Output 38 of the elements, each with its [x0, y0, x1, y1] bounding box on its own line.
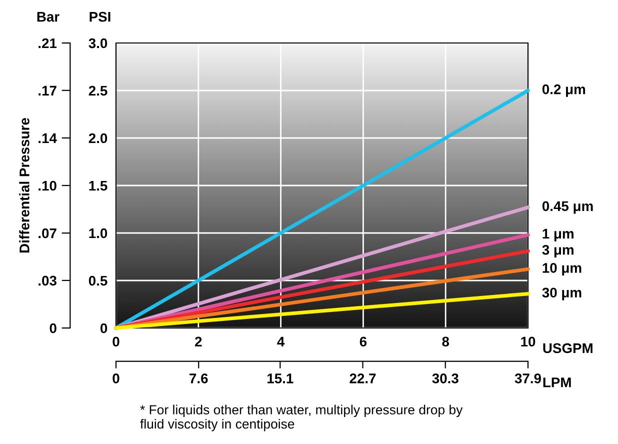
y2-tick-label: .17: [38, 86, 56, 96]
series-label: 1 μm: [542, 228, 574, 242]
text: Bar: [37, 12, 60, 22]
x2-tick-label: 7.6: [190, 374, 208, 384]
x2-tick-label: 30.3: [432, 374, 458, 384]
y-tick-label: 2.5: [88, 86, 108, 96]
y2-tick-label: .07: [38, 228, 56, 238]
text: * For liquids other than water, multiply pressure drop by fluid viscosity in centipoise: [140, 404, 463, 432]
y2-tick-label: .10: [38, 180, 56, 191]
y-tick-label: 0.5: [88, 276, 108, 286]
y2-tick-label: .03: [38, 276, 56, 286]
y-tick-label: 3.0: [88, 38, 108, 48]
x2-tick-label: 15.1: [268, 374, 294, 384]
x-tick-label: 6: [360, 336, 367, 347]
y2-tick-label: .21: [38, 38, 57, 48]
y-tick-label: 1.5: [89, 180, 108, 191]
y-tick-label: 0: [100, 323, 108, 334]
x-tick-label: 8: [442, 336, 450, 347]
series-label: 0.2 μm: [542, 84, 586, 97]
x-tick-label: 10: [521, 336, 536, 347]
x-axis-title: USGPM: [543, 343, 592, 354]
x-tick-label: 4: [277, 336, 285, 346]
series-label: 0.45 μm: [542, 201, 593, 214]
x2-tick-label: 0: [112, 374, 120, 384]
series-label: 10 μm: [542, 262, 582, 276]
text: PSI: [90, 12, 110, 22]
x2-tick-label: 37.9: [514, 374, 541, 384]
x2-axis-title: LPM: [543, 378, 571, 388]
x2-tick-label: 22.7: [350, 374, 376, 384]
x-tick-label: 0: [112, 336, 120, 347]
y-tick-label: 1.0: [89, 228, 108, 238]
x-tick-label: 2: [195, 336, 202, 346]
y-tick-label: 2.0: [88, 133, 108, 144]
y2-axis-title: Differential Pressure: [19, 118, 30, 252]
series-label: 3 μm: [542, 244, 574, 258]
series-label: 30 μm: [542, 288, 582, 300]
y2-tick-label: .14: [38, 133, 57, 143]
y2-tick-label: 0: [50, 323, 56, 334]
